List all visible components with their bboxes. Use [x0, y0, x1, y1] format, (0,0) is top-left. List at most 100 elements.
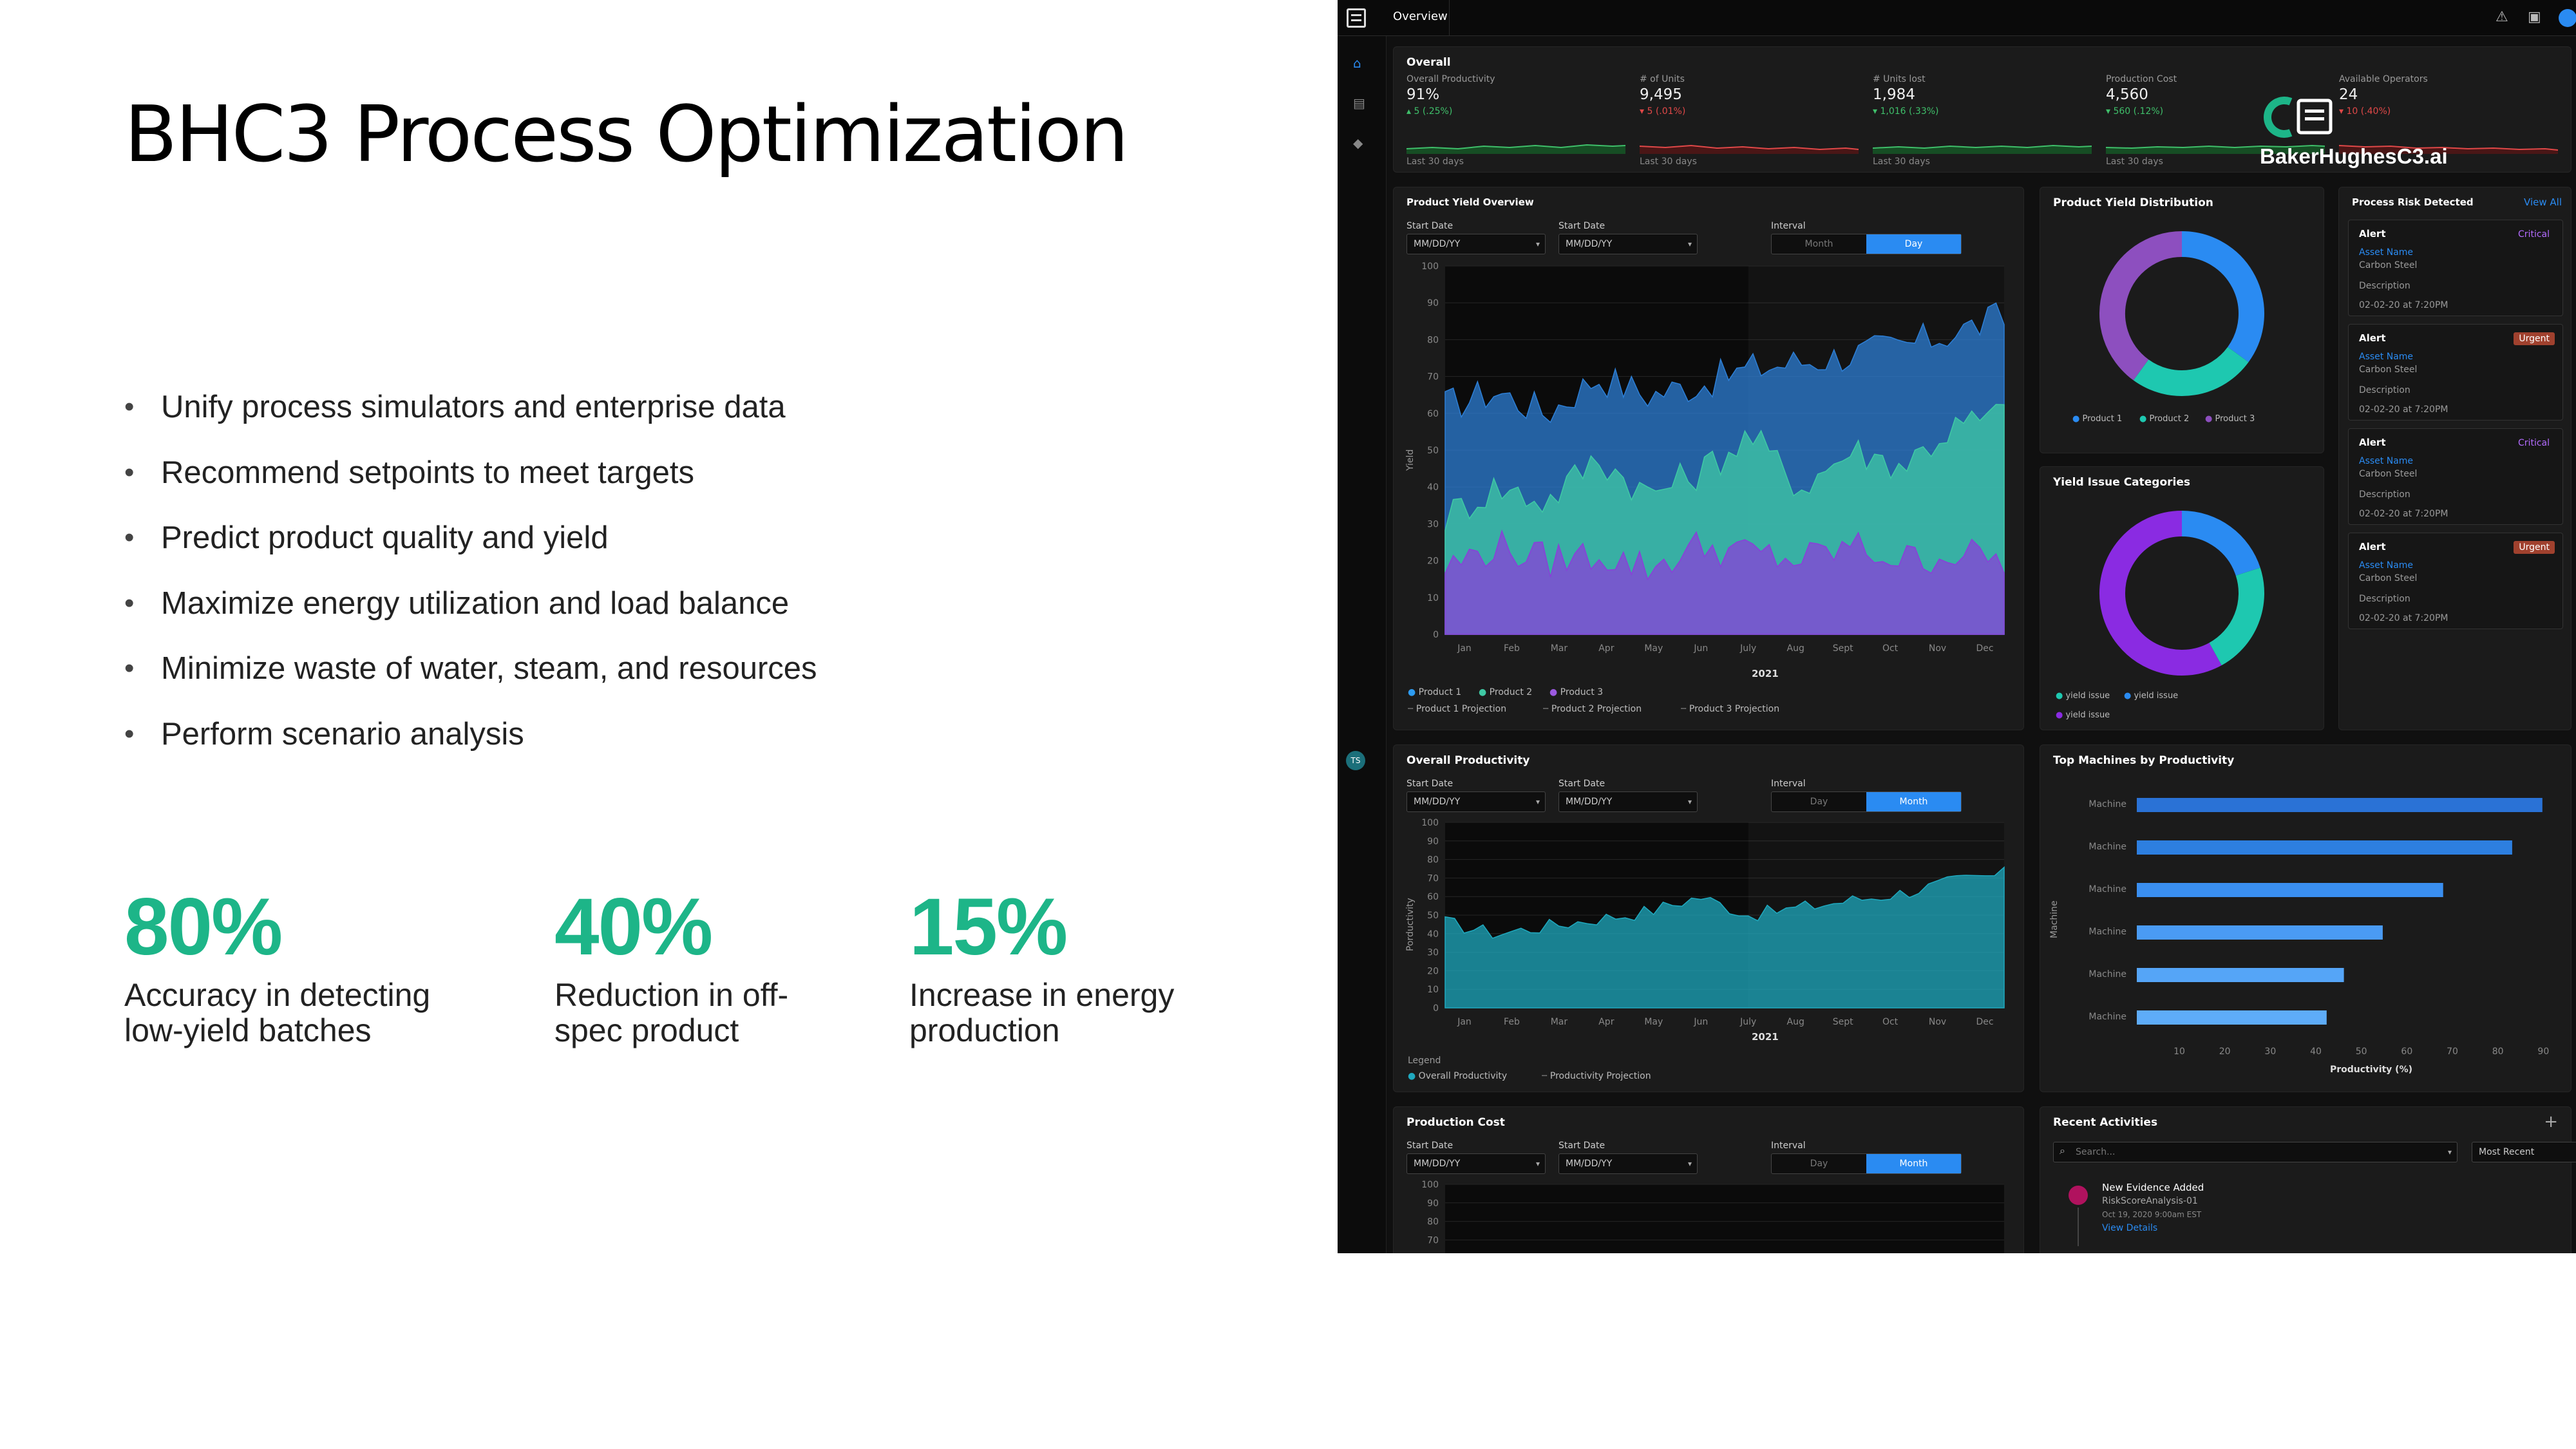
alert-timestamp: 02-02-20 at 7:20PM	[2359, 404, 2448, 415]
kpi-units: # of Units 9,495 ▾ 5 (.01%) Last 30 days	[1640, 74, 1859, 167]
kpi-label: Production Cost	[2106, 74, 2177, 84]
alert-card[interactable]: Alert Urgent Asset Name Carbon Steel Des…	[2348, 533, 2563, 629]
view-all-link[interactable]: View All	[2524, 196, 2562, 208]
alert-triangle-icon[interactable]: ⚠	[2496, 9, 2508, 25]
x-tick-label: Dec	[1976, 643, 1993, 654]
start-date-input[interactable]: MM/DD/YY	[1406, 1153, 1546, 1174]
x-tick-label: 90	[2537, 1046, 2549, 1054]
interval-option-day[interactable]: Day	[1866, 234, 1961, 254]
y-tick-label: 100	[1421, 1180, 1439, 1190]
activity-search-input[interactable]: Search...	[2053, 1142, 2458, 1162]
y-tick-label: 10	[1427, 985, 1439, 995]
tab-overview[interactable]: Overview	[1385, 0, 1450, 36]
kpi-available-operators: Available Operators 24 ▾ 10 (.40%)	[2339, 74, 2558, 154]
y-tick-label: 30	[1427, 519, 1439, 529]
activity-timestamp: Oct 19, 2020 9:00am EST	[2102, 1210, 2202, 1219]
alert-material: Carbon Steel	[2359, 260, 2418, 270]
stat-description-line: production	[909, 1012, 1060, 1048]
process-risk-panel: Process Risk Detected View All Alert Cri…	[2338, 187, 2571, 730]
interval-option-month[interactable]: Month	[1866, 1154, 1961, 1173]
interval-option-day[interactable]: Day	[1810, 1159, 1828, 1169]
y-tick-label: 0	[1433, 1003, 1439, 1014]
panel-title: Process Risk Detected	[2352, 196, 2474, 208]
y-tick-label: 20	[1427, 966, 1439, 976]
y-tick-label: 50	[1427, 911, 1439, 921]
end-date-input[interactable]: MM/DD/YY	[1558, 1153, 1698, 1174]
bar	[2137, 968, 2344, 982]
y-tick-label: 100	[1421, 818, 1439, 828]
x-tick-label: May	[1644, 643, 1663, 654]
start-date-input[interactable]: MM/DD/YY	[1406, 791, 1546, 812]
panel-title: Product Yield Overview	[1406, 196, 1534, 208]
x-tick-label: 20	[2219, 1046, 2231, 1054]
bullet-item: Recommend setpoints to meet targets	[124, 447, 817, 513]
yield-area-chart: 0 10 20 30 40 50 60 70 80 90 100 Jan Feb Mar Apr May Jun…	[1421, 261, 2005, 654]
asset-name-link[interactable]: Asset Name	[2359, 247, 2414, 258]
y-tick-label: 40	[1427, 482, 1439, 493]
kpi-change: ▾ 1,016 (.33%)	[1873, 106, 1939, 117]
x-tick-label: Apr	[1598, 643, 1614, 654]
donut-legend-item: ● Product 2	[2139, 414, 2190, 424]
start-date-input[interactable]: MM/DD/YY	[1406, 234, 1546, 254]
app-logo-icon[interactable]	[1347, 8, 1366, 28]
y-tick-label: 90	[1427, 1198, 1439, 1209]
alert-card[interactable]: Alert Urgent Asset Name Carbon Steel Des…	[2348, 324, 2563, 421]
stat-value: 15%	[909, 882, 1068, 972]
y-tick-label: 70	[1427, 873, 1439, 884]
x-tick-label: Jan	[1457, 1017, 1472, 1027]
alert-description: Description	[2359, 385, 2410, 395]
alert-timestamp: 02-02-20 at 7:20PM	[2359, 509, 2448, 519]
end-date-input[interactable]: MM/DD/YY	[1558, 791, 1698, 812]
interval-option-day[interactable]: Day	[1810, 797, 1828, 807]
x-tick-label: Jan	[1457, 643, 1472, 654]
user-initials-avatar[interactable]: TS	[1346, 751, 1365, 770]
asset-name-link[interactable]: Asset Name	[2359, 456, 2414, 466]
alert-badge-urgent: Urgent	[2514, 332, 2555, 345]
bell-icon[interactable]: ◆	[1353, 135, 1363, 151]
issue-donut-chart	[2099, 511, 2264, 676]
home-icon[interactable]: ⌂	[1353, 55, 1361, 71]
kpi-value: 9,495	[1640, 86, 1682, 103]
x-tick-label: 10	[2174, 1046, 2185, 1054]
briefcase-icon[interactable]: ▣	[2528, 9, 2541, 25]
alert-timestamp: 02-02-20 at 7:20PM	[2359, 300, 2448, 310]
x-axis-year-label: 2021	[1752, 668, 1779, 679]
start-date-label: Start Date	[1558, 779, 1605, 789]
sort-select[interactable]: Most Recent	[2472, 1142, 2576, 1162]
alert-badge-critical: Critical	[2518, 229, 2550, 240]
kpi-label: Overall Productivity	[1406, 74, 1495, 84]
asset-name-link[interactable]: Asset Name	[2359, 352, 2414, 362]
interval-toggle[interactable]: Day Month	[1771, 1153, 1962, 1174]
y-tick-label: 80	[1427, 855, 1439, 866]
legend-title: Legend	[1408, 1056, 1441, 1066]
overall-panel: Overall Overall Productivity 91% ▴ 5 (.2…	[1393, 46, 2571, 173]
interval-toggle[interactable]: Month Day	[1771, 234, 1962, 254]
start-date-label: Start Date	[1558, 221, 1605, 231]
alert-card[interactable]: Alert Critical Asset Name Carbon Steel D…	[2348, 428, 2563, 525]
kpi-value: 24	[2339, 86, 2358, 103]
chart-icon[interactable]: ▤	[1353, 95, 1365, 111]
interval-option-month[interactable]: Month	[1804, 239, 1833, 249]
donut-slice	[2099, 231, 2183, 381]
view-details-link[interactable]: View Details	[2102, 1223, 2158, 1233]
productivity-area-chart: 0 10 20 30 40 50 60 70 80 90 100 Jan Feb Mar Apr May Jun…	[1421, 818, 2005, 1027]
series-area-overall-productivity	[1444, 866, 2005, 1009]
x-tick-label: Oct	[1882, 643, 1899, 654]
product-yield-overview-panel: Product Yield Overview Start Date MM/DD/…	[1393, 187, 2024, 730]
end-date-input[interactable]: MM/DD/YY	[1558, 234, 1698, 254]
asset-name-link[interactable]: Asset Name	[2359, 560, 2414, 571]
kpi-footer: Last 30 days	[1406, 156, 1464, 167]
interval-toggle[interactable]: Day Month	[1771, 791, 1962, 812]
donut-slice	[2208, 567, 2264, 666]
donut-legend-item: ● yield issue	[2056, 710, 2110, 720]
alert-card[interactable]: Alert Critical Asset Name Carbon Steel D…	[2348, 220, 2563, 316]
y-tick-label: 70	[1427, 1235, 1439, 1245]
interval-option-month[interactable]: Month	[1866, 792, 1961, 811]
bar-category-label: Machine	[2088, 969, 2126, 980]
legend-product-2: ● Product 2	[1479, 687, 1533, 697]
y-tick-label: 80	[1427, 335, 1439, 345]
user-avatar[interactable]	[2559, 9, 2576, 27]
panel-title: Yield Issue Categories	[2053, 476, 2191, 489]
add-icon[interactable]: +	[2544, 1112, 2558, 1132]
